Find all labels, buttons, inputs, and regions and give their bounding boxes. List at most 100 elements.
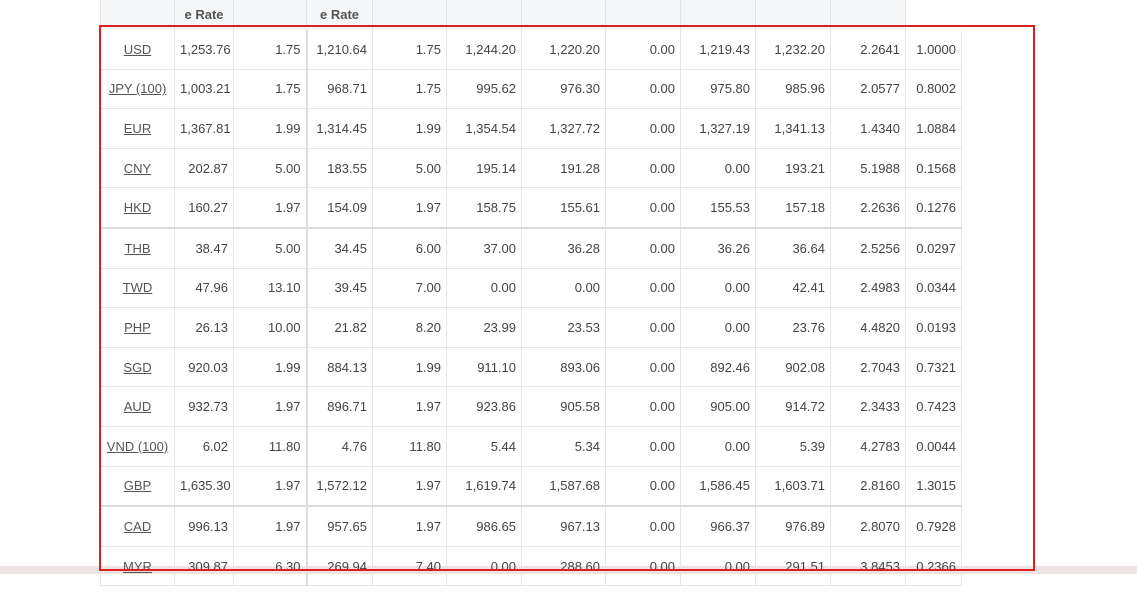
cash-buy-rate-cell: 26.13	[174, 307, 234, 348]
cash-buy-rate-cell: 1,367.81	[174, 108, 234, 149]
transfer-receive-cell: 36.28	[521, 227, 606, 269]
cash-sell-rate-cell: 154.09	[305, 187, 373, 229]
transfer-receive-cell: 1,587.68	[521, 466, 606, 508]
currency-cell: MYR	[100, 546, 175, 587]
currency-link[interactable]: CNY	[123, 160, 152, 176]
cash-sell-rate-cell: 1,210.64	[305, 30, 373, 70]
transfer-receive-cell: 288.60	[521, 546, 606, 587]
base-rate-cell: 157.18	[755, 187, 831, 229]
currency-cell: TWD	[100, 268, 175, 309]
header-col-10	[755, 0, 831, 30]
transfer-receive-cell: 893.06	[521, 347, 606, 388]
currency-link[interactable]: PHP	[124, 319, 151, 335]
cash-buy-spread-cell: 6.30	[233, 546, 307, 587]
currency-link[interactable]: SGD	[123, 359, 152, 375]
cash-sell-rate-cell: 21.82	[305, 307, 373, 348]
cash-buy-spread-cell: 1.97	[233, 466, 307, 508]
currency-cell: JPY (100)	[100, 69, 175, 110]
cash-sell-rate-cell: 957.65	[305, 506, 373, 547]
base-rate-cell: 42.41	[755, 268, 831, 309]
currency-link[interactable]: JPY (100)	[108, 81, 167, 97]
currency-link[interactable]: AUD	[123, 399, 152, 415]
tc-buy-cell: 0.00	[605, 347, 681, 388]
fee-rate-cell: 2.7043	[830, 347, 906, 388]
transfer-send-cell: 37.00	[446, 227, 522, 269]
cash-sell-rate-cell: 1,314.45	[305, 108, 373, 149]
cash-sell-spread-cell: 11.80	[372, 426, 447, 467]
fee-rate-cell: 2.8070	[830, 506, 906, 547]
header-currency	[100, 0, 175, 30]
cash-buy-rate-cell: 920.03	[174, 347, 234, 388]
tc-sell-cell: 155.53	[680, 187, 756, 229]
currency-link[interactable]: GBP	[123, 478, 152, 494]
tc-sell-cell: 975.80	[680, 69, 756, 110]
currency-cell: GBP	[100, 466, 175, 508]
cash-buy-rate-cell: 160.27	[174, 187, 234, 229]
cash-buy-spread-cell: 5.00	[233, 148, 307, 189]
cash-buy-spread-cell: 1.99	[233, 108, 307, 149]
tc-sell-cell: 0.00	[680, 268, 756, 309]
tc-buy-cell: 0.00	[605, 108, 681, 149]
currency-link[interactable]: USD	[123, 41, 152, 57]
table-header: e Rate e Rate	[100, 0, 962, 30]
tc-buy-cell: 0.00	[605, 426, 681, 467]
header-col-6	[446, 0, 522, 30]
cash-sell-spread-cell: 7.00	[372, 268, 447, 309]
tc-buy-cell: 0.00	[605, 386, 681, 427]
tc-sell-cell: 1,586.45	[680, 466, 756, 508]
table-body: USD 1,253.76 1.75 1,210.64 1.75 1,244.20 1,220…	[100, 30, 962, 587]
currency-link[interactable]: EUR	[123, 120, 152, 136]
cash-buy-rate-cell: 202.87	[174, 148, 234, 189]
tc-buy-cell: 0.00	[605, 69, 681, 110]
currency-link[interactable]: CAD	[123, 518, 152, 534]
tc-buy-cell: 0.00	[605, 187, 681, 229]
cash-sell-rate-cell: 269.94	[305, 546, 373, 587]
exchange-rate-table-container: e Rate e Rate USD 1,253.76 1.75 1,210.64 1.7…	[100, 0, 962, 587]
cash-sell-rate-cell: 884.13	[305, 347, 373, 388]
cash-buy-spread-cell: 1.75	[233, 69, 307, 110]
currency-cell: VND (100)	[100, 426, 175, 467]
header-row: e Rate e Rate	[100, 0, 962, 30]
transfer-send-cell: 1,619.74	[446, 466, 522, 508]
fee-rate-cell: 2.5256	[830, 227, 906, 269]
currency-link[interactable]: HKD	[123, 200, 152, 216]
cash-buy-spread-cell: 11.80	[233, 426, 307, 467]
currency-cell: AUD	[100, 386, 175, 427]
base-rate-cell: 5.39	[755, 426, 831, 467]
table-row: GBP 1,635.30 1.97 1,572.12 1.97 1,619.74 1,587…	[100, 466, 962, 508]
tc-sell-cell: 0.00	[680, 546, 756, 587]
cash-sell-rate-cell: 896.71	[305, 386, 373, 427]
currency-link[interactable]: TWD	[122, 280, 153, 296]
fee-rate-cell: 2.2641	[830, 30, 906, 70]
transfer-receive-cell: 1,220.20	[521, 30, 606, 70]
base-rate-cell: 23.76	[755, 307, 831, 348]
cash-sell-spread-cell: 8.20	[372, 307, 447, 348]
currency-cell: SGD	[100, 347, 175, 388]
cash-buy-rate-cell: 47.96	[174, 268, 234, 309]
usd-conversion-cell: 1.0884	[905, 108, 962, 149]
transfer-send-cell: 911.10	[446, 347, 522, 388]
cash-sell-spread-cell: 1.97	[372, 187, 447, 229]
currency-link[interactable]: THB	[124, 240, 151, 256]
transfer-receive-cell: 191.28	[521, 148, 606, 189]
cash-sell-spread-cell: 5.00	[372, 148, 447, 189]
fee-rate-cell: 1.4340	[830, 108, 906, 149]
cash-buy-spread-cell: 1.97	[233, 386, 307, 427]
table-row: JPY (100) 1,003.21 1.75 968.71 1.75 995.62 976…	[100, 69, 962, 110]
cash-buy-spread-cell: 5.00	[233, 227, 307, 269]
usd-conversion-cell: 0.0044	[905, 426, 962, 467]
currency-link[interactable]: VND (100)	[106, 438, 169, 454]
tc-sell-cell: 1,219.43	[680, 30, 756, 70]
tc-buy-cell: 0.00	[605, 227, 681, 269]
fee-rate-cell: 3.8453	[830, 546, 906, 587]
tc-buy-cell: 0.00	[605, 466, 681, 508]
tc-buy-cell: 0.00	[605, 546, 681, 587]
cash-sell-spread-cell: 1.97	[372, 386, 447, 427]
table-row: MYR 309.87 6.30 269.94 7.40 0.00 288.60 0.00 0.0…	[100, 546, 962, 587]
transfer-send-cell: 158.75	[446, 187, 522, 229]
usd-conversion-cell: 0.2366	[905, 546, 962, 587]
currency-link[interactable]: MYR	[123, 558, 152, 574]
tc-sell-cell: 0.00	[680, 148, 756, 189]
cash-buy-rate-cell: 1,003.21	[174, 69, 234, 110]
base-rate-cell: 902.08	[755, 347, 831, 388]
